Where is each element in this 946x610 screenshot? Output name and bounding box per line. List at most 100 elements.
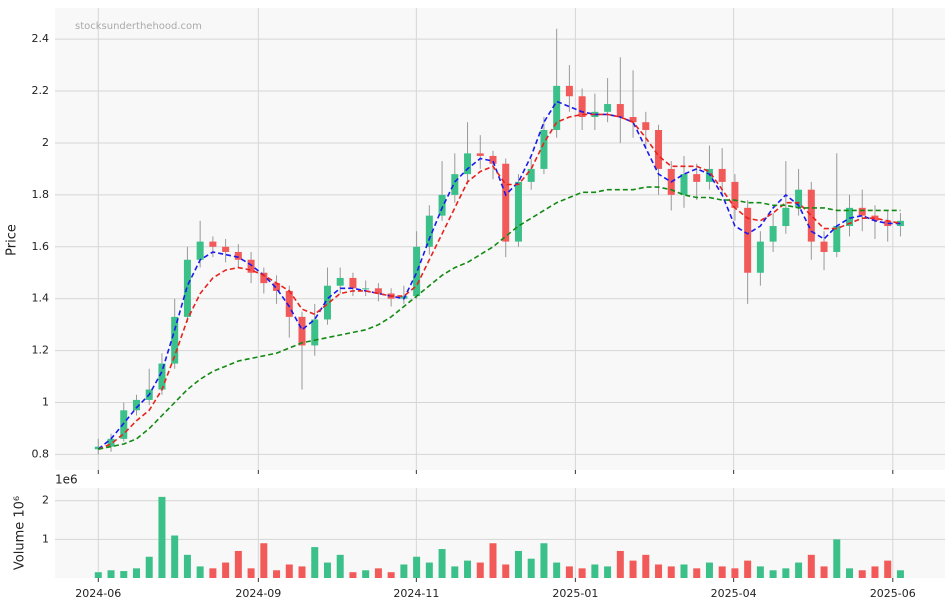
candle-body — [247, 259, 255, 273]
candle-body — [756, 241, 764, 273]
candle-body — [311, 319, 319, 346]
candle-body — [629, 117, 637, 123]
volume-axis-label: Volume 10⁶ — [13, 496, 28, 570]
y-tick-label: 1.2 — [32, 344, 50, 357]
candle-body — [604, 104, 612, 112]
moving-average-line — [97, 113, 901, 450]
candle-body — [820, 241, 828, 252]
volume-bar — [820, 566, 828, 578]
volume-bar — [349, 572, 357, 578]
candle-body — [769, 226, 777, 242]
volume-bar — [502, 564, 510, 578]
volume-bar — [718, 566, 726, 578]
candle-body — [642, 122, 650, 130]
volume-bar — [336, 554, 344, 578]
volume-bar — [604, 566, 612, 578]
candle-body — [514, 181, 522, 242]
volume-bar — [374, 568, 382, 578]
candle-body — [731, 181, 739, 208]
volume-bar — [273, 570, 281, 578]
x-tick-label: 2024-06 — [75, 587, 121, 600]
candle-body — [158, 363, 166, 390]
candle-body — [349, 277, 357, 289]
volume-bar — [833, 539, 841, 578]
volume-bar — [120, 571, 128, 578]
y-tick-label: 2 — [42, 494, 49, 507]
x-tick-label: 2025-06 — [870, 587, 916, 600]
candle-body — [578, 96, 586, 118]
candle-body — [655, 129, 663, 169]
volume-bar — [400, 564, 408, 578]
volume-bar — [896, 570, 904, 578]
candle-body — [222, 246, 230, 252]
volume-bar — [680, 564, 688, 578]
watermark: stocksunderthehood.com — [75, 21, 202, 32]
candle-body — [744, 207, 752, 273]
volume-bar — [884, 560, 892, 578]
volume-bar — [807, 554, 815, 578]
volume-bar — [183, 554, 191, 578]
volume-bar — [667, 566, 675, 578]
volume-bar — [642, 554, 650, 578]
candle-body — [273, 283, 281, 291]
volume-bar — [234, 550, 242, 578]
volume-bar — [616, 550, 624, 578]
volume-bar — [756, 566, 764, 578]
candle-body — [540, 129, 548, 169]
y-tick-label: 1.8 — [32, 188, 50, 201]
y-tick-label: 0.8 — [32, 447, 50, 460]
volume-bar — [260, 543, 268, 578]
candle-body — [94, 446, 102, 450]
candle-body — [502, 163, 510, 242]
x-tick-label: 2024-11 — [393, 587, 439, 600]
x-tick-label: 2025-04 — [711, 587, 757, 600]
candle-body — [476, 153, 484, 156]
volume-bar — [629, 560, 637, 578]
volume-bar — [438, 549, 446, 578]
candle-body — [425, 215, 433, 247]
volume-bar — [222, 562, 230, 578]
volume-bar — [591, 564, 599, 578]
volume-bar — [413, 556, 421, 578]
x-tick-label: 2024-09 — [235, 587, 281, 600]
candle-body — [846, 207, 854, 227]
y-tick-label: 1.6 — [32, 240, 50, 253]
candle-body — [196, 241, 204, 260]
offset-label: 1e6 — [55, 473, 78, 487]
volume-bar — [578, 568, 586, 578]
volume-bar — [451, 566, 459, 578]
volume-bar — [858, 570, 866, 578]
volume-bar — [871, 566, 879, 578]
volume-bar — [387, 572, 395, 578]
candle-body — [464, 153, 472, 175]
volume-bar — [693, 568, 701, 578]
y-tick-label: 1 — [42, 532, 49, 545]
volume-bar — [782, 568, 790, 578]
volume-bar — [145, 556, 153, 578]
volume-bar — [846, 568, 854, 578]
candle-body — [896, 220, 904, 227]
candle-body — [871, 215, 879, 221]
y-tick-label: 2.2 — [32, 84, 50, 97]
candle-body — [553, 85, 561, 130]
candle-body — [413, 246, 421, 297]
volume-bar — [476, 562, 484, 578]
candle-body — [451, 174, 459, 195]
candle-body — [858, 207, 866, 216]
volume-bar — [527, 558, 535, 578]
volume-bar — [196, 566, 204, 578]
candle-body — [795, 189, 803, 208]
y-tick-label: 2.4 — [32, 32, 50, 45]
y-axis-label: Price — [5, 224, 20, 256]
volume-bar — [298, 566, 306, 578]
candle-body — [132, 399, 140, 411]
volume-bar — [705, 562, 713, 578]
volume-bar — [94, 572, 102, 578]
volume-bar — [209, 568, 217, 578]
candle-body — [285, 290, 293, 317]
x-tick-label: 2025-01 — [552, 587, 598, 600]
volume-bar — [489, 543, 497, 578]
volume-bar — [769, 570, 777, 578]
volume-bar — [425, 562, 433, 578]
